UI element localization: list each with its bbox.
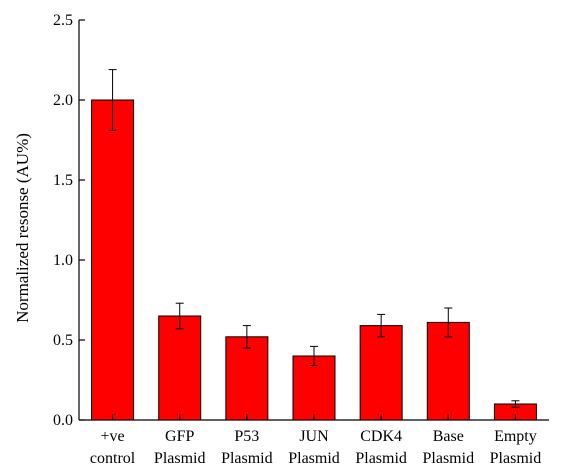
error-bar	[175, 302, 184, 330]
x-tick-label: Empty	[494, 428, 537, 445]
bar	[225, 336, 269, 421]
bars	[91, 99, 537, 421]
x-tick-label: JUN	[299, 428, 329, 445]
error-bar	[108, 69, 117, 131]
error-bars	[108, 69, 520, 408]
x-tick-label: GFP	[165, 428, 194, 445]
error-bar	[444, 307, 453, 338]
error-bar	[511, 400, 520, 408]
bar	[292, 355, 336, 421]
x-tick-labels: +ve control GFP Plasmid P53 Plasmid JUN Plasmid…	[90, 414, 541, 467]
x-tick-label: Plasmid	[355, 450, 407, 467]
x-tick-label: Plasmid	[221, 450, 273, 467]
error-bar	[242, 325, 251, 349]
y-tick-label: 1.0	[53, 252, 73, 269]
x-tick-label: Plasmid	[288, 450, 340, 467]
y-tick-label: 1.5	[53, 172, 73, 189]
x-tick-label: Base	[433, 428, 464, 445]
error-bar	[310, 345, 318, 367]
bar	[359, 325, 403, 421]
bar	[158, 315, 202, 421]
y-tick-label: 2.5	[53, 12, 73, 29]
x-tick-label: Plasmid	[423, 450, 475, 467]
x-tick-label: Plasmid	[154, 450, 206, 467]
y-tick-label: 2.0	[53, 92, 73, 109]
x-tick-label: control	[90, 450, 136, 467]
y-tick-label: 0.5	[53, 332, 73, 349]
x-tick-label: +ve	[101, 428, 125, 445]
x-tick-label: CDK4	[360, 428, 402, 445]
x-tick-label: Plasmid	[490, 450, 542, 467]
y-ticks: 0.0 0.5 1.0 1.5 2.0 2.5	[53, 12, 85, 429]
error-bar	[377, 313, 386, 338]
y-axis-title: Normalized resonse (AU%)	[13, 133, 32, 323]
x-tick-label: P53	[234, 428, 259, 445]
bar	[91, 99, 135, 421]
y-tick-label: 0.0	[53, 412, 73, 429]
